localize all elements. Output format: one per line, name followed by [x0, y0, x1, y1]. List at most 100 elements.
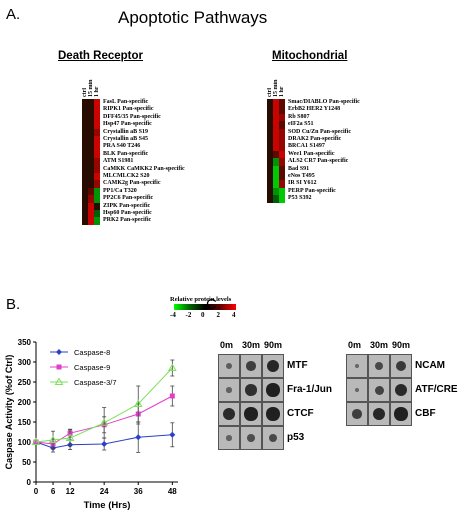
mitochondrial-cell — [279, 113, 285, 122]
right-blot-cell — [346, 402, 368, 426]
death-receptor-cell — [82, 217, 88, 226]
mitochondrial-cell — [279, 150, 285, 159]
death-receptor-cell — [88, 99, 94, 107]
death-receptor-cell — [82, 173, 88, 181]
series-line-0 — [35, 434, 173, 449]
mitochondrial-cell — [279, 106, 285, 115]
mitochondrial-cell — [273, 187, 279, 196]
mitochondrial-cell — [267, 99, 273, 107]
death-receptor-cell — [82, 158, 88, 166]
y-tick-label: 150 — [18, 418, 32, 427]
death-receptor-cell — [82, 128, 88, 137]
mitochondrial-column-label: 1 hr — [279, 86, 285, 98]
right-row-label: ATF/CRE — [415, 384, 458, 395]
left-row-label: MTF — [287, 360, 308, 371]
left-blot-cell — [218, 354, 240, 378]
death-receptor-row-label: Crystallin aB S45 — [103, 136, 149, 142]
panel-a-letter: A. — [6, 6, 21, 23]
right-blot-dot — [374, 385, 384, 395]
death-receptor-cell — [94, 187, 100, 196]
left-blot-dot — [268, 433, 278, 443]
death-receptor-cell — [94, 195, 100, 203]
mitochondrial-cell — [267, 187, 273, 196]
mitochondrial-cell — [273, 180, 279, 189]
right-column-label: 30m — [370, 340, 389, 350]
mitochondrial-cell — [267, 113, 273, 122]
mitochondrial-title: Mitochondrial — [272, 50, 348, 62]
mitochondrial-cell — [279, 143, 285, 152]
mitochondrial-row-label: eIF2a S51 — [288, 121, 314, 128]
death-receptor-row-label: FasL Pan-specific — [103, 99, 149, 105]
legend-tick-label: -4 — [170, 311, 176, 319]
death-receptor-cell — [94, 217, 100, 226]
legend-marker — [56, 364, 62, 370]
mitochondrial-cell — [267, 121, 273, 129]
mitochondrial-row-label: ErbB2 HER2 Y1248 — [288, 106, 341, 113]
mitochondrial-cell — [279, 99, 285, 107]
data-point — [101, 441, 108, 447]
panel-b-letter: B. — [6, 296, 21, 313]
death-receptor-cell — [94, 180, 100, 189]
death-receptor-cell — [82, 195, 88, 203]
data-point — [169, 431, 176, 438]
data-point — [48, 435, 58, 443]
death-receptor-row-label: CaMKK CaMKK2 Pan-specific — [103, 165, 185, 172]
mitochondrial-heatmap: ctrl 15 min 1 hr Smac/DIABLO Pan-specific Er… — [267, 73, 437, 273]
death-receptor-cell — [88, 158, 94, 166]
legend-colorbar — [174, 304, 236, 310]
death-receptor-row-label: PRA S40 T246 — [103, 143, 141, 150]
death-receptor-cell — [82, 121, 88, 129]
panel-a-title: Apoptotic Pathways — [118, 8, 268, 27]
death-receptor-cell — [82, 136, 88, 144]
mitochondrial-cell — [279, 121, 285, 129]
death-receptor-row-label: Hsp47 Pan-specific — [103, 121, 152, 128]
left-blot-cell — [240, 378, 262, 402]
death-receptor-row-label: DFF45/35 Pan-specific — [103, 113, 161, 120]
death-receptor-cell — [88, 113, 94, 122]
death-receptor-cell — [82, 113, 88, 122]
y-axis-label: Caspase Activity (%of Ctrl) — [4, 355, 14, 470]
mitochondrial-cell — [279, 180, 285, 189]
death-receptor-cell — [82, 165, 88, 174]
left-blot-dot — [226, 363, 232, 369]
mitochondrial-cell — [273, 136, 279, 144]
death-receptor-row-label: PP2C6 Pan-specific — [103, 195, 154, 202]
mitochondrial-cell — [279, 195, 285, 203]
panel-c-letter: C. — [206, 296, 221, 313]
right-blot-cell — [346, 354, 368, 378]
death-receptor-cell — [88, 187, 94, 196]
data-point — [133, 399, 143, 407]
right-blot-dot — [395, 384, 407, 396]
left-column-label: 0m — [220, 340, 234, 350]
death-receptor-cell — [94, 143, 100, 152]
caspase-chart: 0 50 100 150 200 250 300 350 0 6 12 24 36 48 Time (Hrs… — [4, 338, 178, 511]
death-receptor-cell — [82, 150, 88, 159]
death-receptor-cell — [88, 136, 94, 144]
right-blot-dot — [374, 361, 384, 371]
death-receptor-cell — [82, 99, 88, 107]
mitochondrial-cell — [267, 136, 273, 144]
left-blot-dot — [266, 359, 280, 373]
series-line-2 — [35, 367, 173, 443]
legend-tick-label: 2 — [216, 311, 221, 319]
mitochondrial-cell — [273, 150, 279, 159]
mitochondrial-cell — [267, 173, 273, 181]
right-blot-dot — [352, 409, 362, 419]
death-receptor-row-label: MLCMLCK2 S20 — [103, 173, 150, 179]
mitochondrial-row-label: eNos T495 — [288, 173, 315, 179]
legend-tick-label: 0 — [201, 311, 205, 319]
legend-marker — [56, 349, 62, 355]
mitochondrial-row-label: ALS2 CR7 Pan-specific — [288, 158, 349, 165]
death-receptor-cell — [88, 165, 94, 174]
mitochondrial-row-label: Rb S807 — [288, 113, 310, 120]
death-receptor-cell — [94, 106, 100, 115]
mitochondrial-cell — [273, 158, 279, 166]
death-receptor-cell — [82, 187, 88, 196]
death-receptor-title: Death Receptor — [58, 50, 143, 62]
y-tick-label: 250 — [18, 378, 32, 387]
right-blot-cell — [390, 402, 412, 426]
death-receptor-cell — [94, 113, 100, 122]
right-blot-dot — [354, 387, 360, 393]
death-receptor-cell — [94, 210, 100, 218]
legend-label: Caspase-3/7 — [74, 378, 117, 387]
